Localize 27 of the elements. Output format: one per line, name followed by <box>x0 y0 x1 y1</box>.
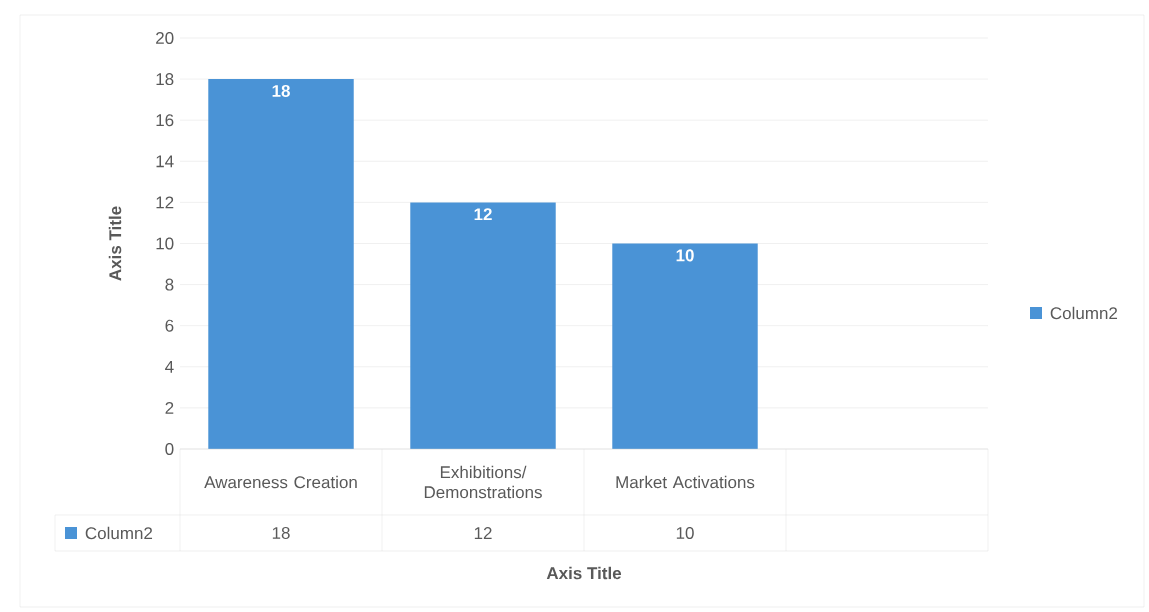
y-tick-label: 14 <box>156 155 174 168</box>
text: Column2 <box>85 526 153 540</box>
annotation: 18 <box>272 84 290 97</box>
y-tick-label: 8 <box>165 278 174 291</box>
y-tick-label: 0 <box>165 442 174 456</box>
y-tick-label: 10 <box>156 237 174 250</box>
y-tick-label: 6 <box>165 319 174 332</box>
y-tick-label: 4 <box>165 360 174 373</box>
data-label: 12 <box>474 527 492 539</box>
y-tick-label: 16 <box>156 114 174 127</box>
annotation: 10 <box>676 249 694 262</box>
annotation: 12 <box>474 208 492 221</box>
data-label: 10 <box>676 526 694 540</box>
x-axis-title: Axis Title <box>546 566 622 580</box>
x-tick-label: Market Activations <box>616 475 755 489</box>
bar <box>612 243 758 449</box>
y-tick-label: 12 <box>156 196 174 209</box>
x-tick-label: Exhibitions/ Demonstrations <box>424 465 542 499</box>
bar <box>410 202 556 449</box>
legend-label: Column2 <box>1050 306 1118 320</box>
y-tick-label: 18 <box>156 73 174 86</box>
y-tick-label: 20 <box>156 31 174 45</box>
bar <box>208 79 354 449</box>
data-label: 18 <box>272 526 290 540</box>
y-axis-title: Axis Title <box>108 206 122 281</box>
y-tick-label: 2 <box>165 401 174 414</box>
x-tick-label: Awareness Creation <box>204 475 357 489</box>
